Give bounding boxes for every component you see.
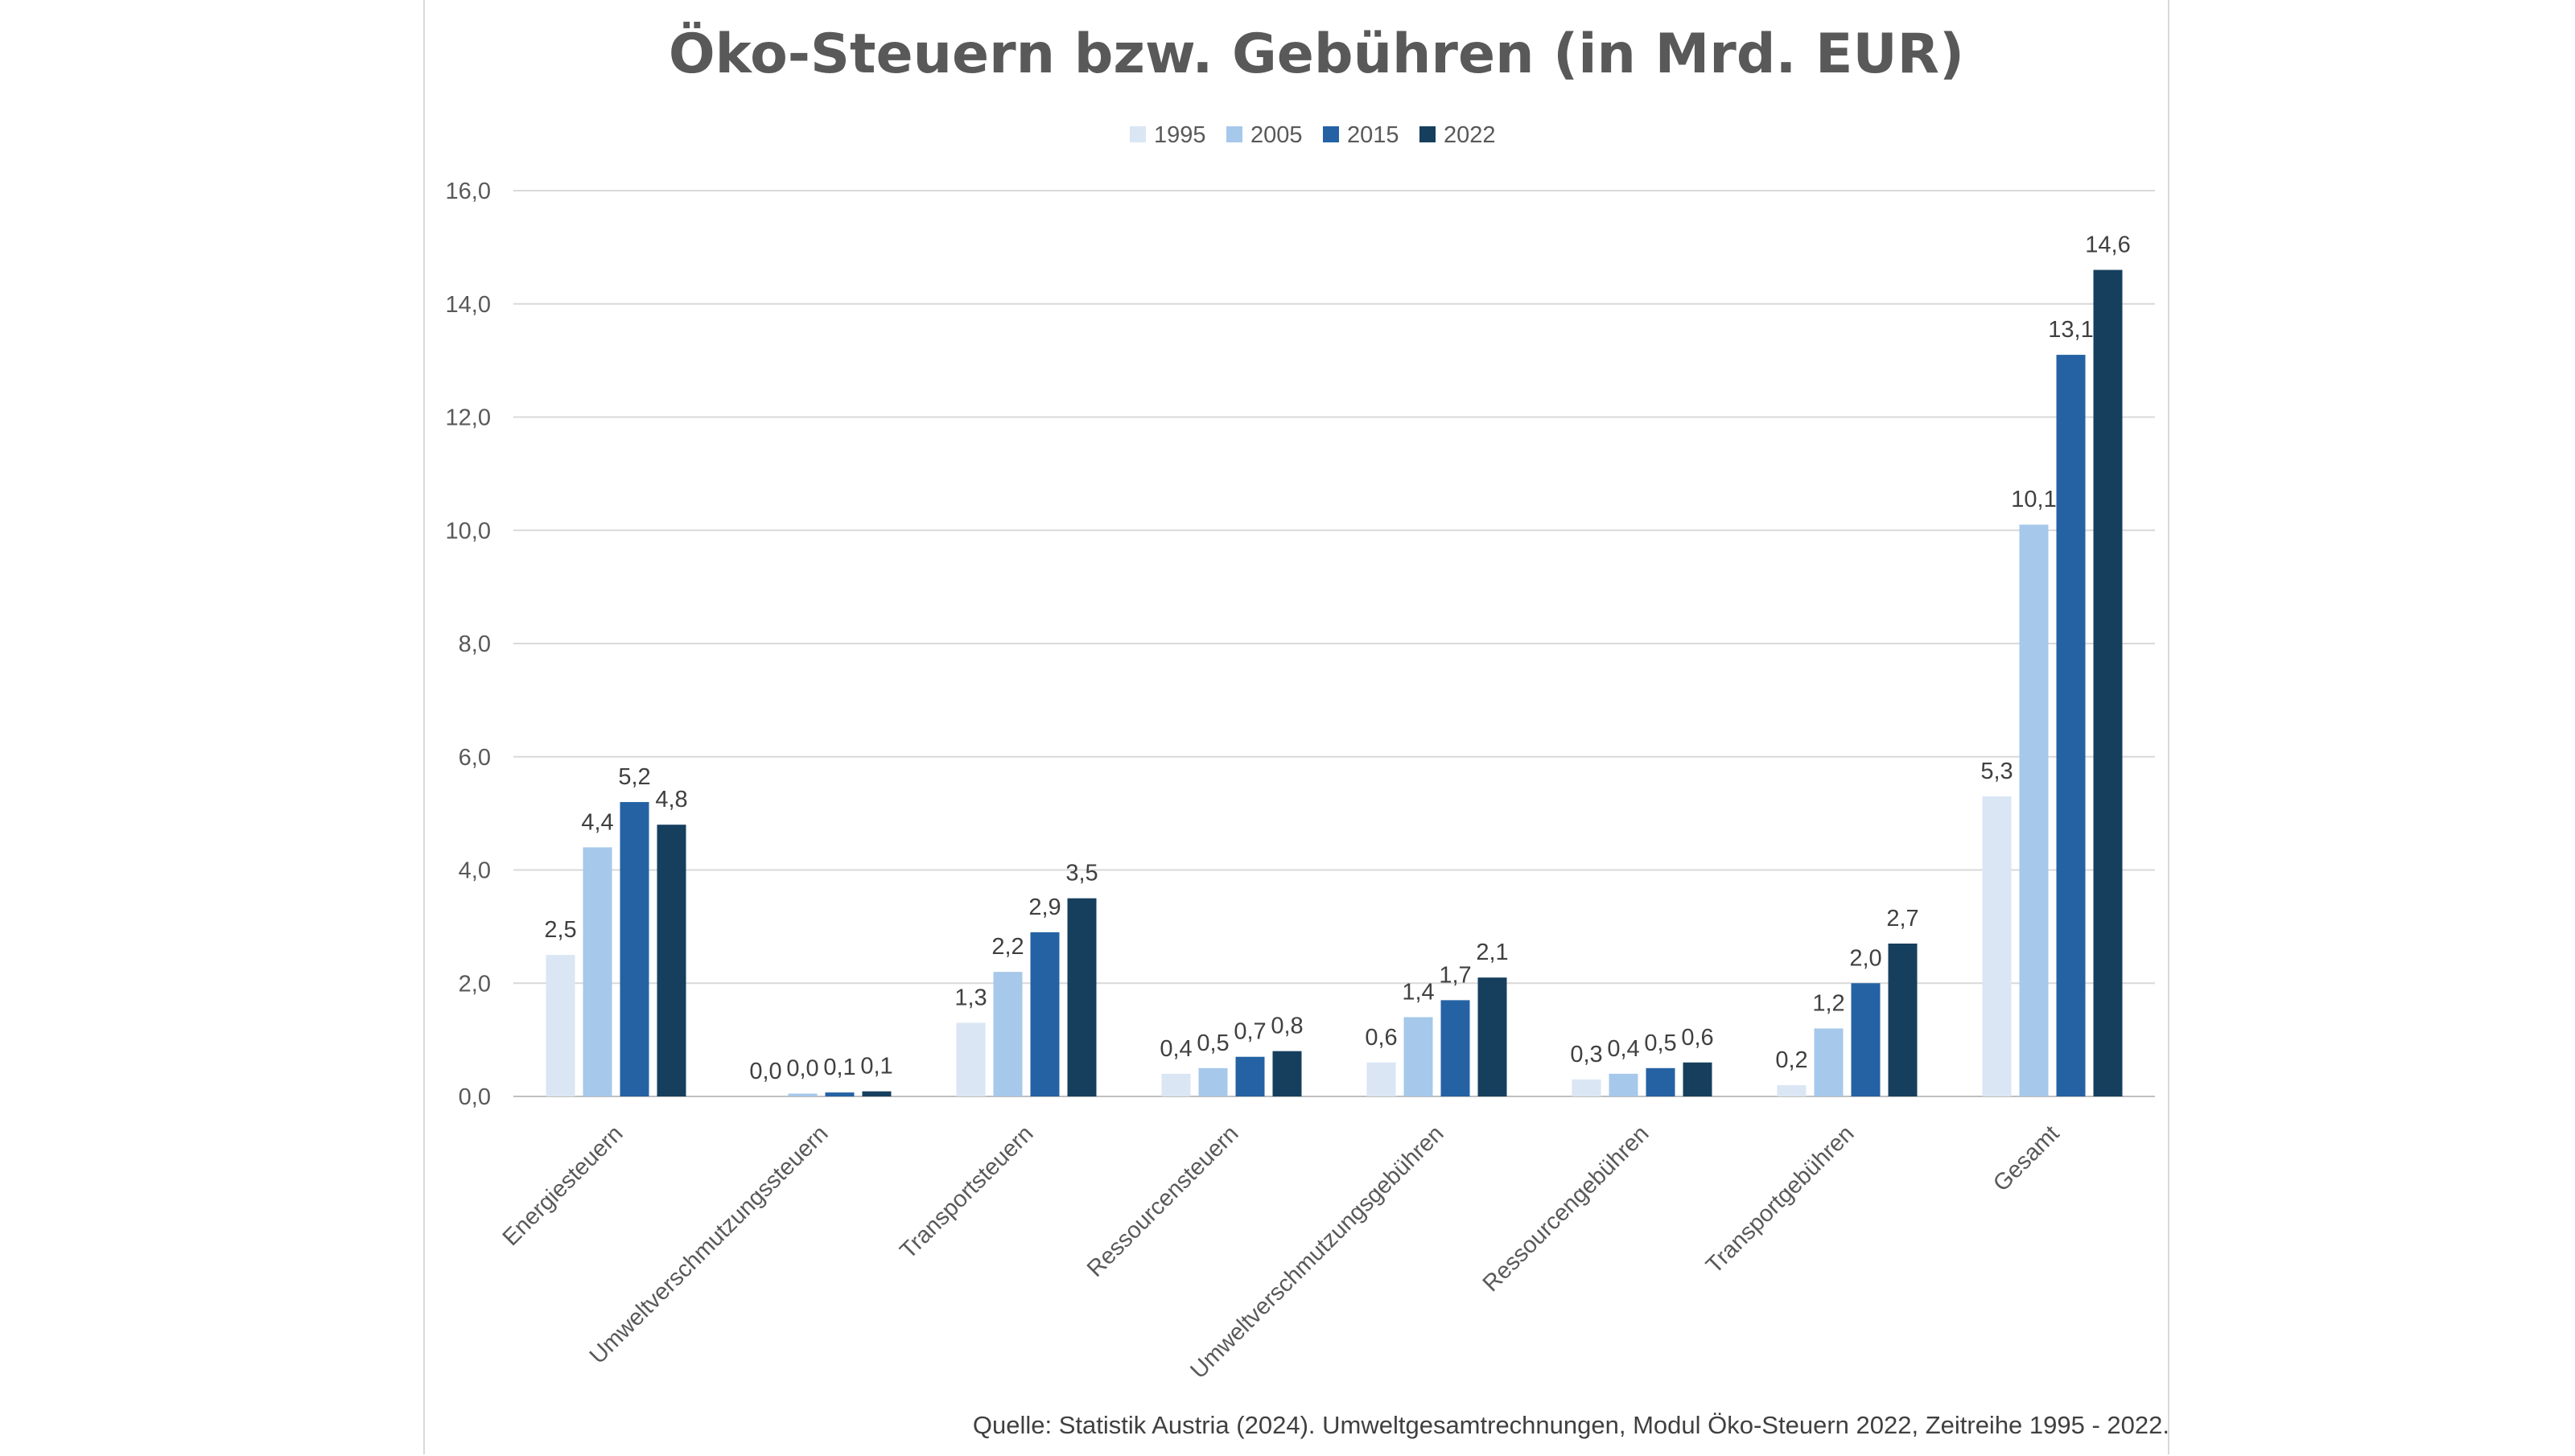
data-label: 0,5 bbox=[1197, 1030, 1229, 1056]
bar-2022-5 bbox=[1683, 1062, 1712, 1096]
bar-2015-4 bbox=[1440, 1000, 1470, 1096]
y-axis: 0,0 2,0 4,0 6,0 8,0 10,0 12,0 14,0 16,0 bbox=[446, 179, 491, 1110]
x-axis: EnergiesteuernUmweltverschmutzungssteuer… bbox=[498, 1121, 2065, 1384]
bar-1995-2 bbox=[956, 1022, 986, 1096]
data-label: 0,2 bbox=[1775, 1047, 1807, 1073]
bar-2022-6 bbox=[1888, 943, 1918, 1096]
data-label: 0,7 bbox=[1234, 1019, 1266, 1045]
bar-2022-7 bbox=[2093, 269, 2123, 1096]
bar-1995-0 bbox=[546, 955, 575, 1096]
data-label: 2,5 bbox=[544, 917, 576, 943]
chart-svg: Öko-Steuern bzw. Gebühren (in Mrd. EUR) … bbox=[446, 22, 2169, 1439]
chart-frame: Öko-Steuern bzw. Gebühren (in Mrd. EUR) … bbox=[423, 0, 2169, 1454]
bar-2005-2 bbox=[993, 972, 1023, 1096]
data-label: 5,2 bbox=[618, 764, 650, 790]
data-label: 14,6 bbox=[2085, 232, 2130, 258]
legend-label: 2005 bbox=[1250, 122, 1303, 148]
data-label: 3,5 bbox=[1065, 861, 1098, 886]
data-label: 0,4 bbox=[1607, 1036, 1639, 1062]
bar-2005-4 bbox=[1403, 1017, 1433, 1096]
bar-2015-6 bbox=[1851, 983, 1881, 1096]
y-tick-label: 16,0 bbox=[446, 179, 491, 204]
data-label: 13,1 bbox=[2048, 317, 2093, 343]
bar-2015-3 bbox=[1235, 1056, 1265, 1096]
legend-label: 2022 bbox=[1444, 122, 1496, 148]
x-tick-label: Umweltverschmutzungssteuern bbox=[585, 1121, 834, 1369]
bar-2015-5 bbox=[1646, 1067, 1675, 1096]
chart-title: Öko-Steuern bzw. Gebühren (in Mrd. EUR) bbox=[669, 22, 1964, 86]
y-tick-label: 6,0 bbox=[459, 745, 491, 771]
legend-swatch bbox=[1130, 126, 1146, 142]
source-note: Quelle: Statistik Austria (2024). Umwelt… bbox=[973, 1411, 2169, 1439]
x-tick-label: Ressourcensteuern bbox=[1082, 1121, 1243, 1281]
data-label: 0,0 bbox=[786, 1055, 818, 1081]
y-tick-label: 14,0 bbox=[446, 292, 491, 318]
gridlines bbox=[513, 190, 2155, 1097]
legend-swatch bbox=[1323, 126, 1339, 142]
bar-2022-4 bbox=[1477, 977, 1507, 1096]
legend-swatch bbox=[1419, 126, 1436, 142]
bars bbox=[546, 269, 2123, 1096]
bar-1995-6 bbox=[1777, 1084, 1807, 1096]
data-label: 2,7 bbox=[1886, 906, 1918, 932]
bar-2022-2 bbox=[1067, 898, 1097, 1096]
data-label: 2,9 bbox=[1028, 895, 1061, 920]
x-tick-label: Energiesteuern bbox=[498, 1121, 628, 1251]
data-label: 4,4 bbox=[581, 809, 613, 835]
y-tick-label: 0,0 bbox=[459, 1084, 491, 1110]
bar-2022-0 bbox=[657, 825, 686, 1096]
bar-2005-5 bbox=[1609, 1073, 1638, 1096]
data-label: 1,4 bbox=[1402, 979, 1434, 1005]
data-label: 0,5 bbox=[1644, 1030, 1676, 1056]
x-tick-label: Gesamt bbox=[1988, 1121, 2064, 1196]
bar-1995-7 bbox=[1982, 796, 2012, 1096]
legend-swatch bbox=[1226, 126, 1242, 142]
bar-2005-0 bbox=[583, 847, 612, 1096]
data-label: 0,8 bbox=[1271, 1014, 1303, 1039]
bar-2015-1 bbox=[825, 1092, 855, 1096]
y-tick-label: 10,0 bbox=[446, 518, 491, 544]
x-tick-label: Ressourcengebühren bbox=[1478, 1121, 1654, 1297]
legend-label: 2015 bbox=[1347, 122, 1399, 148]
data-label: 2,2 bbox=[991, 934, 1024, 960]
data-label: 2,0 bbox=[1849, 945, 1881, 971]
data-label: 0,6 bbox=[1365, 1025, 1397, 1051]
data-label: 0,1 bbox=[860, 1054, 892, 1080]
data-label: 1,3 bbox=[954, 985, 987, 1011]
x-tick-label: Transportsteuern bbox=[895, 1121, 1038, 1264]
data-label: 0,6 bbox=[1681, 1025, 1713, 1051]
bar-2005-6 bbox=[1814, 1028, 1844, 1096]
bar-1995-3 bbox=[1161, 1073, 1191, 1096]
y-tick-label: 8,0 bbox=[459, 631, 491, 657]
x-tick-label: Umweltverschmutzungsgebühren bbox=[1186, 1121, 1449, 1384]
data-label: 5,3 bbox=[1980, 759, 2013, 784]
data-label: 4,8 bbox=[655, 787, 687, 812]
legend: 1995 2005 2015 2022 bbox=[1130, 122, 1496, 148]
data-label: 1,7 bbox=[1439, 962, 1471, 988]
bar-2005-7 bbox=[2019, 524, 2049, 1096]
x-tick-label: Transportgebühren bbox=[1701, 1121, 1859, 1278]
bar-2015-7 bbox=[2056, 355, 2086, 1096]
data-label: 0,3 bbox=[1570, 1042, 1602, 1067]
legend-label: 1995 bbox=[1154, 122, 1206, 148]
data-label: 10,1 bbox=[2011, 487, 2056, 512]
y-tick-label: 12,0 bbox=[446, 405, 491, 431]
bar-2015-2 bbox=[1030, 932, 1060, 1096]
data-label: 0,4 bbox=[1160, 1036, 1192, 1062]
y-tick-label: 2,0 bbox=[459, 971, 491, 997]
bar-1995-4 bbox=[1366, 1062, 1396, 1096]
data-label: 1,2 bbox=[1812, 991, 1844, 1017]
data-labels: 2,54,45,24,80,0 0,0 0,1 0,11,32,22,93,50,4 0… bbox=[544, 232, 2130, 1084]
bar-2005-3 bbox=[1198, 1067, 1228, 1096]
bar-1995-5 bbox=[1572, 1079, 1601, 1096]
bar-2022-3 bbox=[1272, 1051, 1302, 1096]
data-label: 2,1 bbox=[1476, 940, 1508, 965]
data-label: 0,1 bbox=[823, 1055, 855, 1080]
y-tick-label: 4,0 bbox=[459, 858, 491, 884]
bar-2005-1 bbox=[788, 1093, 818, 1096]
bar-2022-1 bbox=[862, 1091, 892, 1096]
bar-2015-0 bbox=[620, 802, 649, 1096]
data-label: 0,0 bbox=[749, 1059, 781, 1084]
